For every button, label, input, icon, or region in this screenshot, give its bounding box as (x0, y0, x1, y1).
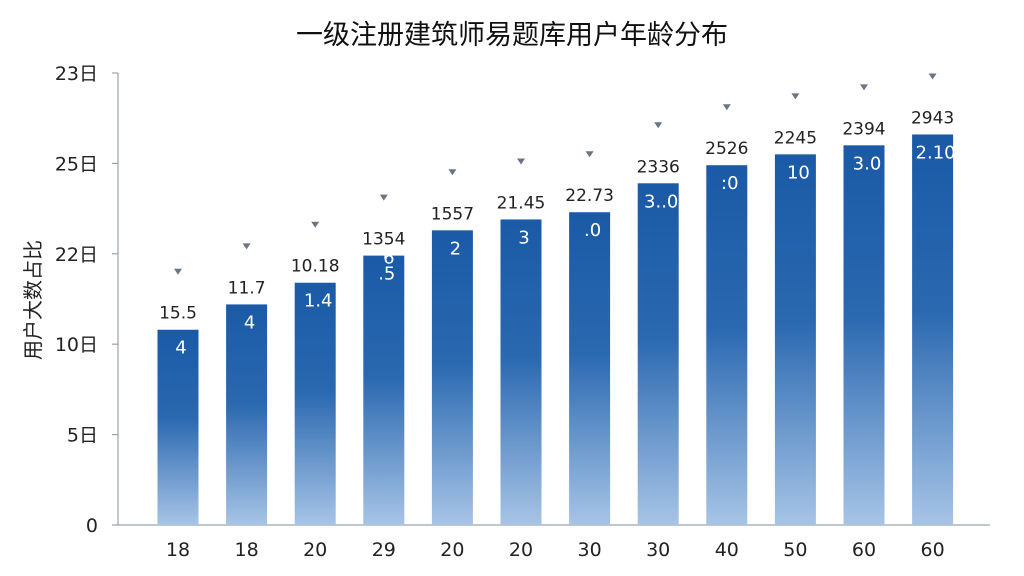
x-tick-label: 30 (578, 539, 602, 561)
marker-triangle (517, 158, 525, 165)
marker-triangle (174, 268, 182, 275)
bar (157, 329, 199, 525)
inner-label: 10 (787, 162, 810, 183)
inner-label-secondary: 6 (383, 248, 394, 269)
marker-triangle (654, 122, 663, 129)
inner-label: 3.0 (853, 153, 882, 174)
value-label: 22.73 (565, 186, 614, 206)
inner-label: .5 (378, 264, 395, 285)
y-tick-label: 0 (86, 515, 98, 537)
value-label: 21.45 (497, 193, 546, 213)
value-label: 10.18 (291, 257, 340, 277)
y-tick-label: 5日 (67, 425, 98, 447)
bar (500, 219, 542, 525)
x-tick-label: 20 (303, 539, 327, 561)
inner-label: 4 (175, 338, 186, 359)
x-tick-label: 50 (783, 539, 807, 561)
inner-label: 4 (244, 312, 255, 333)
bar (294, 282, 336, 525)
value-label: 2943 (911, 108, 954, 128)
bar (569, 212, 611, 525)
x-tick-label: 18 (166, 539, 190, 561)
bar (226, 304, 268, 525)
bar (774, 154, 816, 526)
bar (637, 183, 679, 525)
marker-triangle (585, 151, 594, 158)
value-label: 2336 (637, 157, 680, 177)
x-tick-label: 40 (715, 539, 739, 561)
value-label: 2245 (774, 128, 817, 148)
x-tick-label: 20 (509, 539, 533, 561)
marker-triangle (448, 169, 457, 176)
value-label: 2394 (842, 119, 885, 139)
x-tick-label: 60 (852, 539, 876, 561)
marker-triangle (791, 93, 800, 100)
marker-triangle (722, 104, 731, 111)
bars (157, 134, 954, 526)
marker-triangle (860, 84, 868, 91)
inner-label: .0 (584, 220, 601, 241)
data-labels: 18 15.5 4 18 11.7 4 20 10.18 1.4 29 1354 .56 20 1557 2… (159, 73, 956, 561)
bar (431, 230, 473, 525)
chart-title: 一级注册建筑师易题库用户年龄分布 (296, 20, 728, 51)
x-tick-label: 18 (235, 539, 259, 561)
y-tick-label: 10日 (55, 334, 98, 356)
value-label: 2526 (705, 139, 748, 159)
bar (363, 255, 405, 525)
bar (912, 134, 954, 526)
inner-label: 1.4 (304, 291, 333, 312)
x-tick-label: 29 (372, 539, 396, 561)
marker-triangle (242, 243, 251, 250)
bar (706, 165, 748, 525)
inner-label: 2 (450, 238, 461, 259)
y-tick-label: 25日 (55, 153, 98, 175)
marker-triangle (928, 73, 937, 80)
value-label: 1354 (362, 230, 405, 250)
y-axis-label: 用户大数占比 (21, 240, 45, 360)
inner-label: 2.10 (916, 142, 956, 163)
x-tick-label: 30 (646, 539, 670, 561)
inner-label: 3 (518, 227, 529, 248)
marker-triangle (379, 194, 388, 201)
value-label: 1557 (431, 204, 474, 224)
x-tick-label: 20 (440, 539, 464, 561)
marker-triangle (311, 221, 320, 228)
value-label: 11.7 (228, 278, 266, 298)
x-tick-label: 60 (921, 539, 945, 561)
bar (843, 145, 885, 525)
value-label: 15.5 (159, 304, 197, 324)
y-tick-label: 22日 (55, 244, 98, 266)
inner-label: :0 (721, 173, 739, 194)
inner-label: 3..0 (644, 191, 678, 212)
y-tick-label: 23日 (55, 63, 98, 85)
